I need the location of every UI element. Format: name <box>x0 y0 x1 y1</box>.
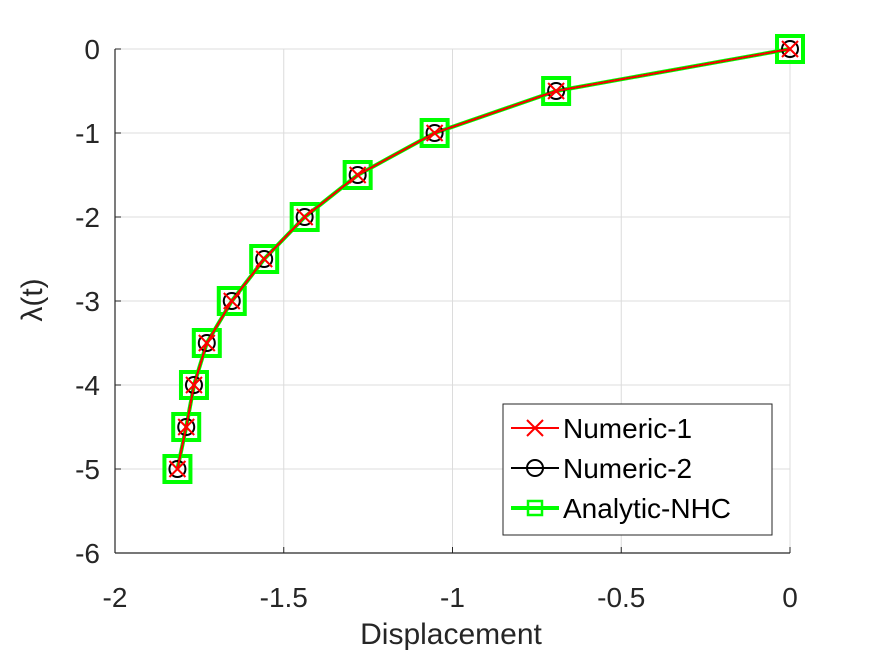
x-marker-stroke <box>348 166 367 184</box>
x-marker-stroke <box>425 124 444 142</box>
data-point <box>255 250 274 268</box>
data-point <box>348 166 367 184</box>
data-point <box>223 292 241 310</box>
data-point <box>184 376 203 394</box>
x-marker-stroke <box>526 419 544 437</box>
data-point <box>419 118 450 148</box>
data-point <box>198 334 216 352</box>
data-point <box>249 244 280 274</box>
x-marker-stroke <box>198 334 216 352</box>
data-point <box>775 34 805 64</box>
y-tick-label: -5 <box>75 454 100 485</box>
data-point <box>547 82 566 100</box>
y-tick-label: 0 <box>84 34 100 65</box>
x-marker-stroke <box>185 376 203 394</box>
legend-entry: Analytic-NHC <box>511 493 731 524</box>
legend-marker <box>526 499 544 517</box>
x-tick-label: -0.5 <box>597 582 645 613</box>
data-point <box>168 460 187 478</box>
legend: Numeric-1 Numeric-2 Analytic-NHC <box>502 403 773 536</box>
data-point <box>348 166 367 184</box>
y-tick-label: -1 <box>75 118 100 149</box>
data-point <box>541 76 572 106</box>
x-tick-label: -2 <box>103 582 128 613</box>
data-point <box>425 124 444 142</box>
y-tick-label: -2 <box>75 202 100 233</box>
legend-entry: Numeric-1 <box>511 413 692 444</box>
x-marker-stroke <box>781 40 799 58</box>
data-point <box>197 334 216 352</box>
x-marker-stroke <box>177 418 195 436</box>
data-point <box>177 418 195 436</box>
y-axis-label: λ(t) <box>16 278 49 321</box>
x-tick-label: 0 <box>782 582 798 613</box>
data-point <box>162 454 193 484</box>
legend-label: Analytic-NHC <box>563 493 731 524</box>
y-tick-label: -3 <box>75 286 100 317</box>
series-layer <box>162 34 805 484</box>
tick-labels: -2 -1.5 -1 -0.5 0 0 -1 -2 -3 -4 -5 -6 <box>75 34 798 613</box>
legend-marker <box>526 459 544 477</box>
data-point <box>781 40 799 58</box>
data-point <box>781 40 799 58</box>
x-marker-stroke <box>255 250 273 268</box>
data-point <box>425 124 444 142</box>
legend-label: Numeric-1 <box>563 413 692 444</box>
axes <box>114 48 791 554</box>
data-point <box>295 208 314 226</box>
data-point <box>289 202 320 232</box>
x-marker-stroke <box>547 82 565 100</box>
x-tick-label: -1.5 <box>260 582 308 613</box>
legend-label: Numeric-2 <box>563 453 692 484</box>
data-point <box>342 160 373 190</box>
legend-box <box>502 403 773 536</box>
data-point <box>171 412 202 442</box>
data-point <box>185 376 203 394</box>
data-point <box>191 328 222 358</box>
y-tick-label: -6 <box>75 538 100 569</box>
legend-entry: Numeric-2 <box>511 453 692 484</box>
data-point <box>255 250 273 268</box>
data-point <box>177 418 196 436</box>
data-point <box>547 82 565 100</box>
y-tick-label: -4 <box>75 370 100 401</box>
x-axis-label: Displacement <box>360 618 542 651</box>
x-marker-stroke <box>223 292 241 310</box>
x-marker-stroke <box>168 460 187 478</box>
data-point <box>295 208 314 226</box>
series-numeric-1 <box>168 40 799 478</box>
x-tick-label: -1 <box>440 582 465 613</box>
legend-marker <box>526 419 544 437</box>
data-point <box>216 286 247 316</box>
data-point <box>178 370 209 400</box>
x-marker-stroke <box>295 208 314 226</box>
data-point <box>168 460 187 478</box>
data-point <box>222 292 241 310</box>
